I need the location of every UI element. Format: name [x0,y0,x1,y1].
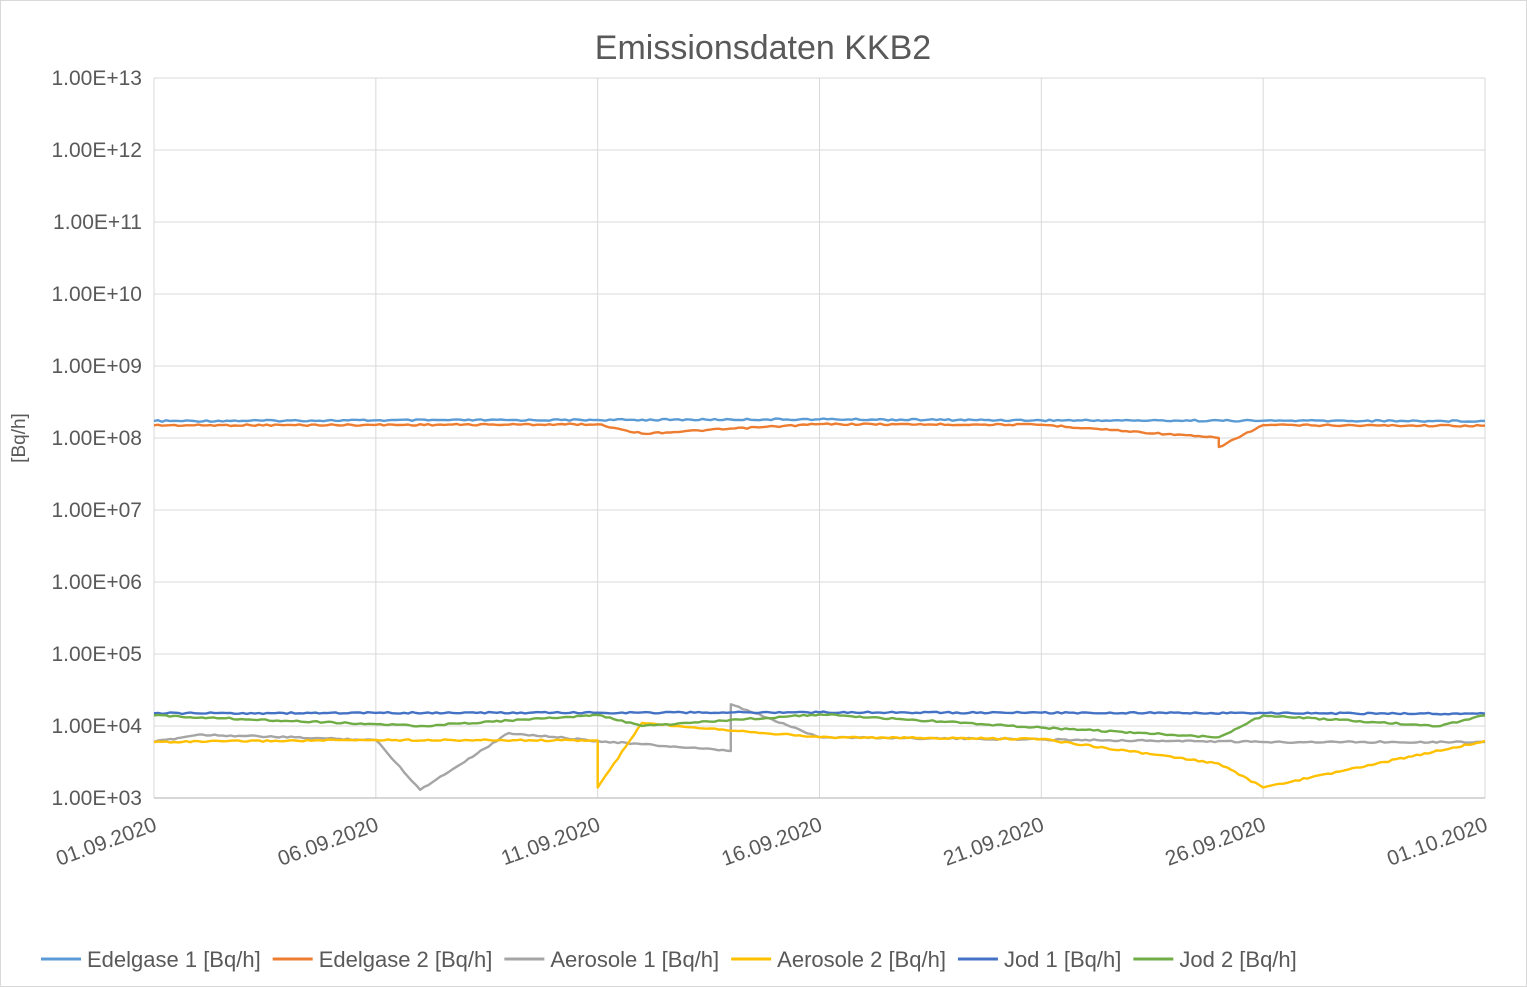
series-layer [153,417,1486,791]
legend-label: Aerosole 1 [Bq/h] [550,947,719,972]
legend-label: Edelgase 2 [Bq/h] [319,947,493,972]
y-tick-label: 1.00E+13 [51,67,142,90]
y-tick-label: 1.00E+07 [51,499,142,522]
x-tick-label: 01.10.2020 [1384,813,1491,871]
legend-label: Jod 1 [Bq/h] [1004,947,1121,972]
chart-title: Emissionsdaten KKB2 [595,29,931,67]
grid-layer [153,77,1486,799]
x-tick-label: 11.09.2020 [498,813,603,870]
x-tick-label: 16.09.2020 [719,813,826,871]
series-line [153,417,1486,423]
x-tick-label: 06.09.2020 [275,813,382,871]
x-tick-label: 01.09.2020 [53,813,160,871]
legend-label: Jod 2 [Bq/h] [1179,947,1296,972]
y-tick-labels: 1.00E+03 1.00E+04 1.00E+05 1.00E+06 1.00E+07… [51,67,142,810]
y-tick-label: 1.00E+10 [51,283,142,306]
legend-label: Aerosole 2 [Bq/h] [777,947,946,972]
y-tick-label: 1.00E+12 [51,139,142,162]
y-tick-label: 1.00E+05 [51,643,142,666]
x-tick-label: 21.09.2020 [940,813,1047,871]
y-tick-label: 1.00E+06 [51,571,142,594]
x-tick-labels: 01.09.2020 06.09.2020 11.09.2020 16.09.2020… [53,813,1491,871]
legend: Edelgase 1 [Bq/h] Edelgase 2 [Bq/h] Aeroso… [41,947,1297,972]
series-line [153,721,1486,789]
y-axis-title: [Bq/h] [9,413,30,463]
y-tick-label: 1.00E+08 [51,427,142,450]
y-tick-label: 1.00E+09 [51,355,142,378]
legend-label: Edelgase 1 [Bq/h] [87,947,261,972]
y-tick-label: 1.00E+04 [51,715,142,738]
y-tick-label: 1.00E+03 [51,787,142,810]
series-line [153,422,1485,449]
x-tick-label: 26.09.2020 [1162,813,1269,871]
series-line [153,713,1486,739]
series-line [153,710,1486,716]
y-tick-label: 1.00E+11 [53,211,142,234]
